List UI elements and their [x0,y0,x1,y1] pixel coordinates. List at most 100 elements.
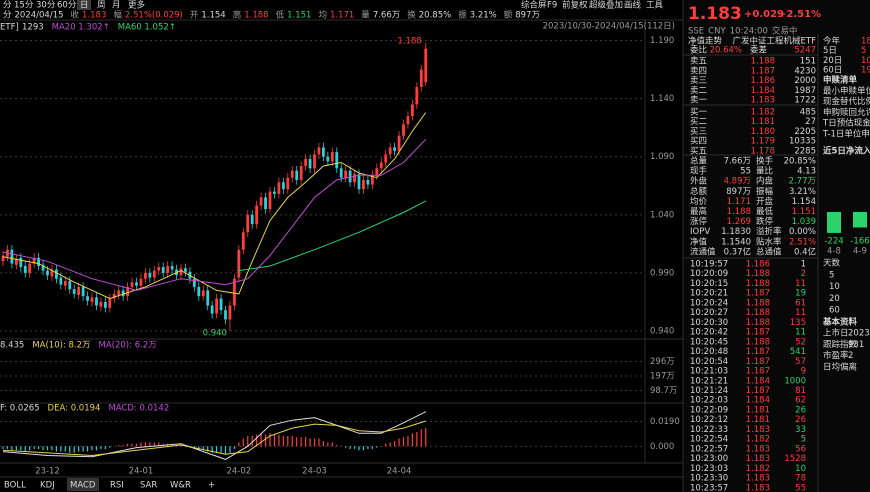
indicator-tab[interactable]: W&R [170,481,191,491]
trade-time: 10:22:57 [690,444,728,454]
period-tab[interactable]: 日 [80,1,89,11]
stat-value: 897万 [726,187,751,197]
period-tab[interactable]: 30分 [36,1,56,11]
stat-value: 55 [740,167,751,177]
book-volume: 10335 [789,137,816,147]
candle-body [192,278,196,287]
macd-bar [349,446,351,449]
side-panel [683,0,870,492]
tool-button[interactable]: 超级叠加 [589,0,623,11]
tool-button[interactable]: 前复权 [562,0,588,11]
stat-label: IOPV [690,227,710,237]
trade-time: 10:21:21 [690,376,728,386]
macd-bar [300,437,302,447]
period-tab[interactable]: 月 [112,1,121,11]
return-value: 10 [861,56,870,66]
period-tab[interactable]: 15分 [14,1,34,11]
trade-time: 10:20:15 [690,279,728,289]
indicator-tab[interactable]: SAR [140,481,157,491]
macd-bar [46,446,49,451]
candle-body [353,174,356,183]
trade-price: 1.183 [746,454,770,464]
indicator-tab[interactable]: KDJ [40,481,55,491]
trade-time: 10:20:30 [690,318,728,328]
return-label: 今年 [823,36,841,47]
macd-bar [331,442,333,447]
subscription-item: 最小申赎单位 [823,86,870,97]
info-item: 幅 [113,10,122,21]
book-volume: 27 [805,117,816,127]
book-label: 买二 [690,117,708,127]
trade-price: 1.183 [746,444,770,454]
book-price: 1.179 [751,137,775,147]
subscription-item: 现金替代比例 [823,96,870,107]
macd-bar [224,446,227,455]
y-tick-label: 0.940 [650,327,674,337]
period-tab[interactable]: 更多 [128,0,146,11]
high-annotation: 1.188 [397,36,421,46]
candle-body [152,270,156,278]
indicator-tab[interactable]: BOLL [4,481,26,491]
indicator-line [2,112,427,300]
trade-volume: 56 [795,444,806,454]
macd-bar [309,438,311,447]
trade-volume: 10 [795,464,806,474]
candle-body [179,268,183,276]
macd-bar [358,446,360,451]
stat-label: 现手 [690,166,708,177]
return-label: 5日 [823,46,837,56]
macd-bar [416,431,418,447]
macd-bar [127,443,129,447]
indicator-tab[interactable]: MACD [70,481,96,491]
candle-body [406,116,410,125]
candle-body [144,272,147,279]
candle-body [50,269,54,277]
trade-price: 1.184 [746,376,770,386]
flow-label: -224 [824,237,843,247]
days-item: 60 [829,306,840,316]
x-tick-label: 24-02 [226,467,251,477]
candle-body [281,182,285,190]
tool-button[interactable]: 工具 [646,1,664,11]
macd-bar [353,446,356,449]
info-item: 开 [190,11,199,21]
macd-bar [278,434,280,447]
trade-price: 1.188 [746,318,770,328]
period-tab[interactable]: 60分 [57,1,77,11]
macd-bar [229,446,231,453]
tool-button[interactable]: 画线 [624,0,642,11]
macd-bar [305,437,307,447]
trade-time: 10:21:24 [690,386,728,396]
stat-label: 换手 [756,156,774,167]
basic-label: 日均偏离 [823,361,857,372]
stat-label: 开盘 [756,196,774,207]
indicator-tab[interactable]: + [208,481,215,491]
macd-bar [247,435,249,447]
book-price: 1.181 [751,117,775,127]
macd-bar [78,446,80,452]
trade-time: 10:23:57 [690,483,728,492]
period-tab[interactable]: 分 [3,1,12,11]
tool-button[interactable]: F9 [547,1,557,11]
candle-body [277,182,281,194]
book-volume: 151 [800,57,816,67]
macd-bar [86,446,89,452]
tool-button[interactable]: 综合屏 [521,0,547,11]
trade-volume: 11 [795,328,806,338]
panel-tab[interactable]: 净值走势 [688,36,723,47]
trade-time: 10:22:54 [690,435,728,445]
stat-value: 0.4亿 [794,246,816,257]
macd-bar [91,446,93,451]
period-tab[interactable]: 周 [97,1,106,11]
candle-body [90,297,94,302]
stat-value: 0.37亿 [724,246,751,257]
macd-bar [135,443,138,447]
book-label: 买四 [690,137,707,147]
macd-bar [260,433,262,447]
macd-bar [171,443,173,447]
candle-body [59,277,63,285]
basic-label: 跟踪指数 [823,339,858,350]
stat-label: 总量 [690,156,708,167]
macd-bar [313,438,316,447]
indicator-tab[interactable]: RSI [110,481,124,491]
